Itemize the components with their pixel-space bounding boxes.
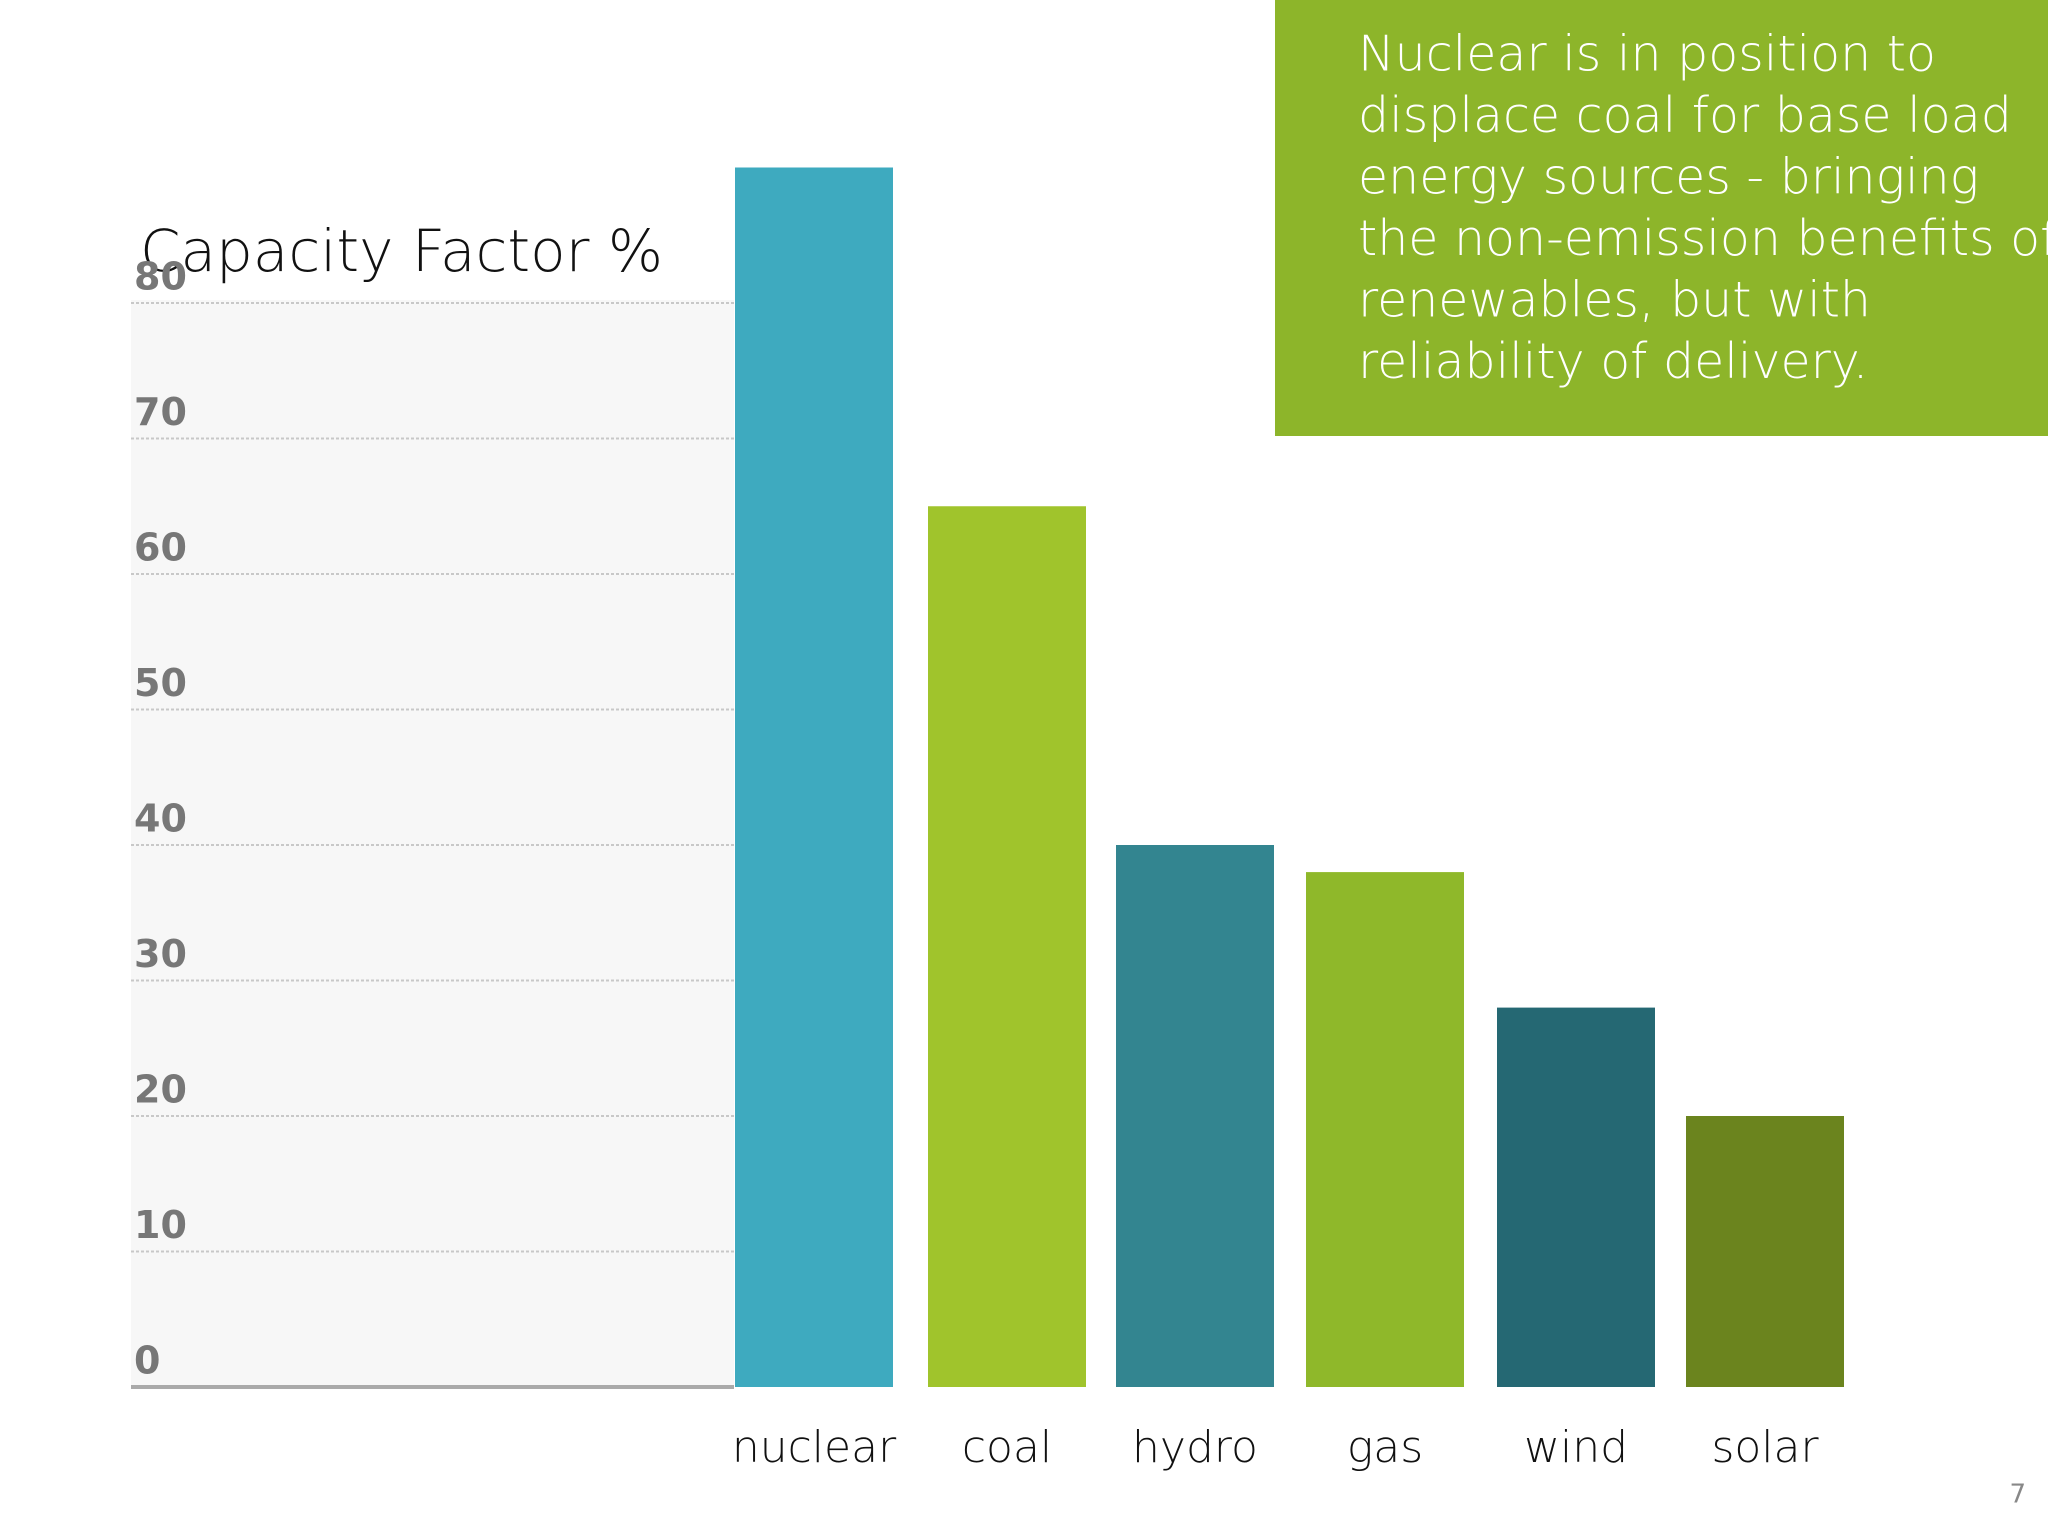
plot-background	[131, 300, 734, 1387]
x-tick-label: nuclear	[732, 1422, 897, 1473]
y-tick-label: 40	[134, 797, 187, 841]
y-tick-label: 60	[134, 526, 187, 570]
callout-text: Nuclear is in position to	[1358, 26, 1936, 83]
y-tick-label: 20	[134, 1068, 187, 1112]
x-tick-label: solar	[1711, 1422, 1819, 1473]
x-tick-label: coal	[962, 1422, 1052, 1473]
bar	[1306, 872, 1464, 1387]
x-tick-label: gas	[1347, 1422, 1423, 1473]
callout-box	[1275, 0, 2048, 436]
callout-text: energy sources - bringing	[1358, 149, 1979, 206]
callout-text: the non-emission benefits of	[1358, 210, 2048, 267]
y-tick-label: 50	[134, 661, 187, 705]
bar	[928, 506, 1086, 1387]
bar	[1116, 845, 1274, 1387]
y-tick-label: 10	[134, 1203, 187, 1247]
chart-title: Capacity Factor %	[140, 217, 663, 285]
bar	[735, 167, 893, 1387]
x-tick-label: hydro	[1132, 1422, 1258, 1473]
x-tick-label: wind	[1524, 1422, 1628, 1473]
callout-text: renewables, but with	[1358, 272, 1871, 329]
callout-text: displace coal for base load	[1358, 87, 2012, 144]
page-number: 7	[2009, 1480, 2026, 1510]
bar	[1686, 1116, 1844, 1387]
y-tick-label: 70	[134, 390, 187, 434]
y-tick-label: 30	[134, 932, 187, 976]
callout-text: reliability of delivery.	[1358, 333, 1868, 390]
bar	[1497, 1007, 1655, 1387]
y-tick-label: 80	[134, 255, 187, 299]
y-tick-label: 0	[134, 1339, 160, 1383]
